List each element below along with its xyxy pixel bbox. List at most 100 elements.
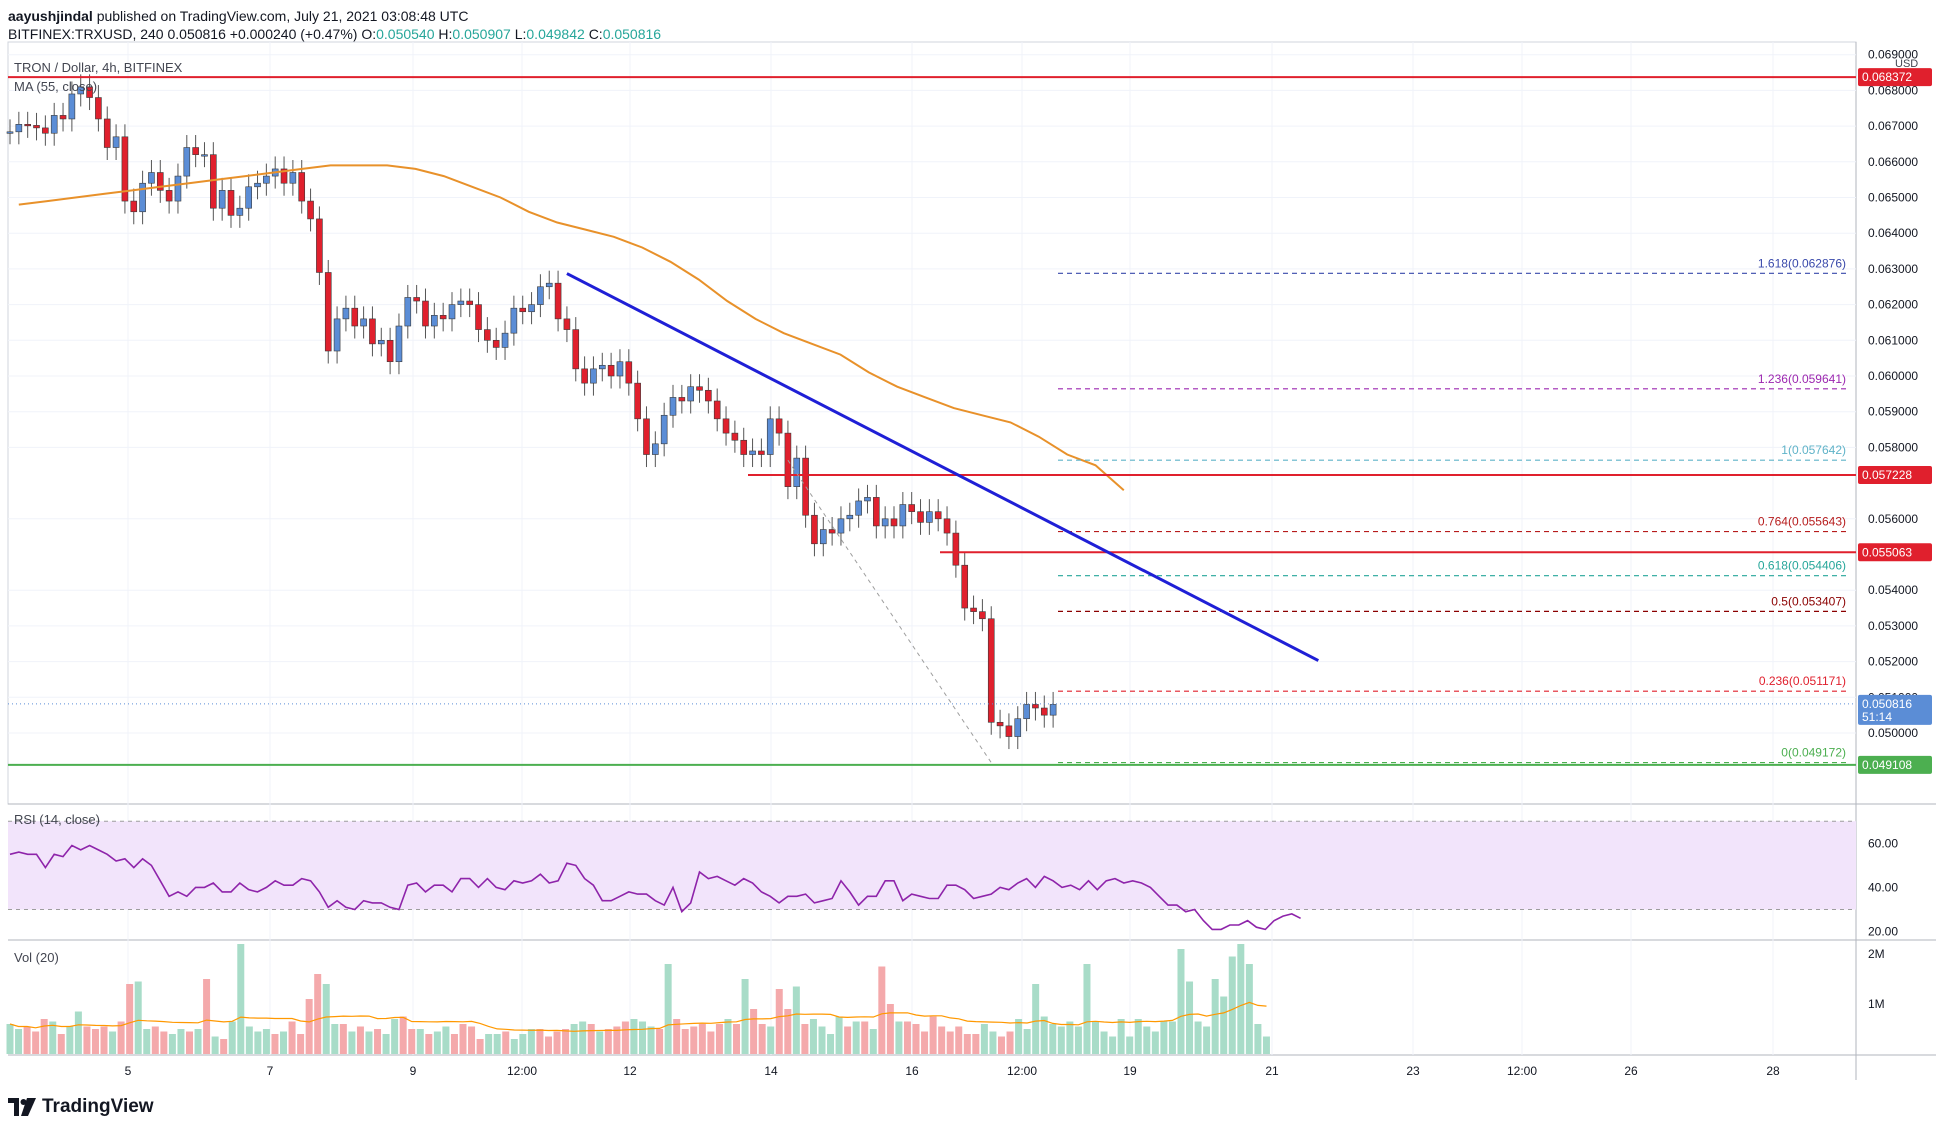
candle-body[interactable] <box>413 297 420 302</box>
candle-body[interactable] <box>996 721 1004 727</box>
candle-body[interactable] <box>607 364 615 377</box>
candle-body[interactable] <box>519 307 527 313</box>
candle-body[interactable] <box>616 361 624 377</box>
candle-body[interactable] <box>112 136 120 148</box>
candle-body[interactable] <box>837 518 845 534</box>
candle-body[interactable] <box>130 200 138 213</box>
candle-body[interactable] <box>156 172 164 191</box>
candle-body[interactable] <box>201 154 208 157</box>
candle-body[interactable] <box>846 514 854 520</box>
candle-body[interactable] <box>492 339 500 348</box>
candle-body[interactable] <box>979 611 986 620</box>
candle-body[interactable] <box>218 190 226 209</box>
candle-body[interactable] <box>95 97 102 120</box>
candle-body[interactable] <box>333 318 341 352</box>
candle-body[interactable] <box>784 432 792 487</box>
candle-body[interactable] <box>404 297 412 327</box>
candle-body[interactable] <box>501 332 509 348</box>
candle-body[interactable] <box>316 218 323 273</box>
candle-body[interactable] <box>466 300 473 305</box>
candle-body[interactable] <box>386 339 394 363</box>
candle-body[interactable] <box>545 282 553 288</box>
candle-body[interactable] <box>484 329 491 341</box>
candle-body[interactable] <box>687 386 694 402</box>
candle-body[interactable] <box>802 457 809 516</box>
candle-body[interactable] <box>731 432 739 441</box>
candle-body[interactable] <box>1032 704 1039 709</box>
candle-body[interactable] <box>554 282 562 320</box>
candle-body[interactable] <box>952 532 960 566</box>
candle-body[interactable] <box>422 300 429 327</box>
candle-body[interactable] <box>174 175 182 202</box>
candle-body[interactable] <box>1023 704 1030 720</box>
candle-body[interactable] <box>528 304 535 313</box>
candle-body[interactable] <box>634 382 641 420</box>
candle-body[interactable] <box>68 93 76 120</box>
candle-body[interactable] <box>1049 704 1057 716</box>
candle-body[interactable] <box>307 200 314 220</box>
candle-body[interactable] <box>660 414 668 445</box>
author-name[interactable]: aayushjindal <box>8 8 93 24</box>
candle-body[interactable] <box>590 368 597 384</box>
candle-body[interactable] <box>183 147 191 177</box>
candle-body[interactable] <box>377 339 385 345</box>
candle-body[interactable] <box>775 418 783 434</box>
candle-body[interactable] <box>431 315 438 327</box>
candle-body[interactable] <box>740 439 748 455</box>
candle-body[interactable] <box>475 304 482 330</box>
bearish-trend-line[interactable] <box>566 272 1320 662</box>
candle-body[interactable] <box>448 304 456 320</box>
candle-body[interactable] <box>899 504 907 527</box>
candle-body[interactable] <box>236 207 244 216</box>
candle-body[interactable] <box>811 514 818 545</box>
candle-body[interactable] <box>86 86 93 98</box>
candle-body[interactable] <box>581 368 588 384</box>
candle-body[interactable] <box>457 300 465 305</box>
candle-body[interactable] <box>696 386 703 391</box>
candle-body[interactable] <box>351 307 359 327</box>
candle-body[interactable] <box>705 389 712 402</box>
candle-body[interactable] <box>881 518 889 527</box>
candle-body[interactable] <box>855 500 862 516</box>
candle-body[interactable] <box>324 272 332 352</box>
candle-body[interactable] <box>643 418 650 455</box>
candle-body[interactable] <box>713 400 721 420</box>
candle-body[interactable] <box>395 325 403 363</box>
candle-body[interactable] <box>1005 725 1013 737</box>
candle-body[interactable] <box>298 172 306 202</box>
candle-body[interactable] <box>864 497 871 502</box>
candle-body[interactable] <box>987 618 995 723</box>
candle-body[interactable] <box>148 172 155 184</box>
candle-body[interactable] <box>510 307 518 334</box>
candle-body[interactable] <box>342 307 350 320</box>
candle-body[interactable] <box>819 529 827 545</box>
candle-body[interactable] <box>678 397 686 402</box>
candle-body[interactable] <box>749 450 756 455</box>
candle-body[interactable] <box>758 450 765 455</box>
candle-body[interactable] <box>873 497 880 527</box>
candle-body[interactable] <box>766 418 774 455</box>
candle-body[interactable] <box>50 115 58 134</box>
candle-body[interactable] <box>289 172 297 184</box>
candle-body[interactable] <box>625 361 633 384</box>
candle-body[interactable] <box>1014 718 1022 737</box>
candle-body[interactable] <box>439 315 447 320</box>
candle-body[interactable] <box>121 136 129 202</box>
candle-body[interactable] <box>917 511 924 523</box>
candle-body[interactable] <box>961 564 969 609</box>
candle-body[interactable] <box>254 182 261 188</box>
candle-body[interactable] <box>24 124 31 127</box>
candle-body[interactable] <box>33 125 40 129</box>
candle-body[interactable] <box>1040 707 1048 716</box>
candle-body[interactable] <box>926 511 933 523</box>
candle-body[interactable] <box>669 397 677 416</box>
candle-body[interactable] <box>970 607 977 612</box>
candle-body[interactable] <box>369 318 376 345</box>
candle-body[interactable] <box>77 86 85 95</box>
candle-body[interactable] <box>537 286 544 305</box>
candle-body[interactable] <box>210 154 217 209</box>
candle-body[interactable] <box>6 131 14 134</box>
candle-body[interactable] <box>245 186 252 209</box>
candle-body[interactable] <box>42 127 49 134</box>
